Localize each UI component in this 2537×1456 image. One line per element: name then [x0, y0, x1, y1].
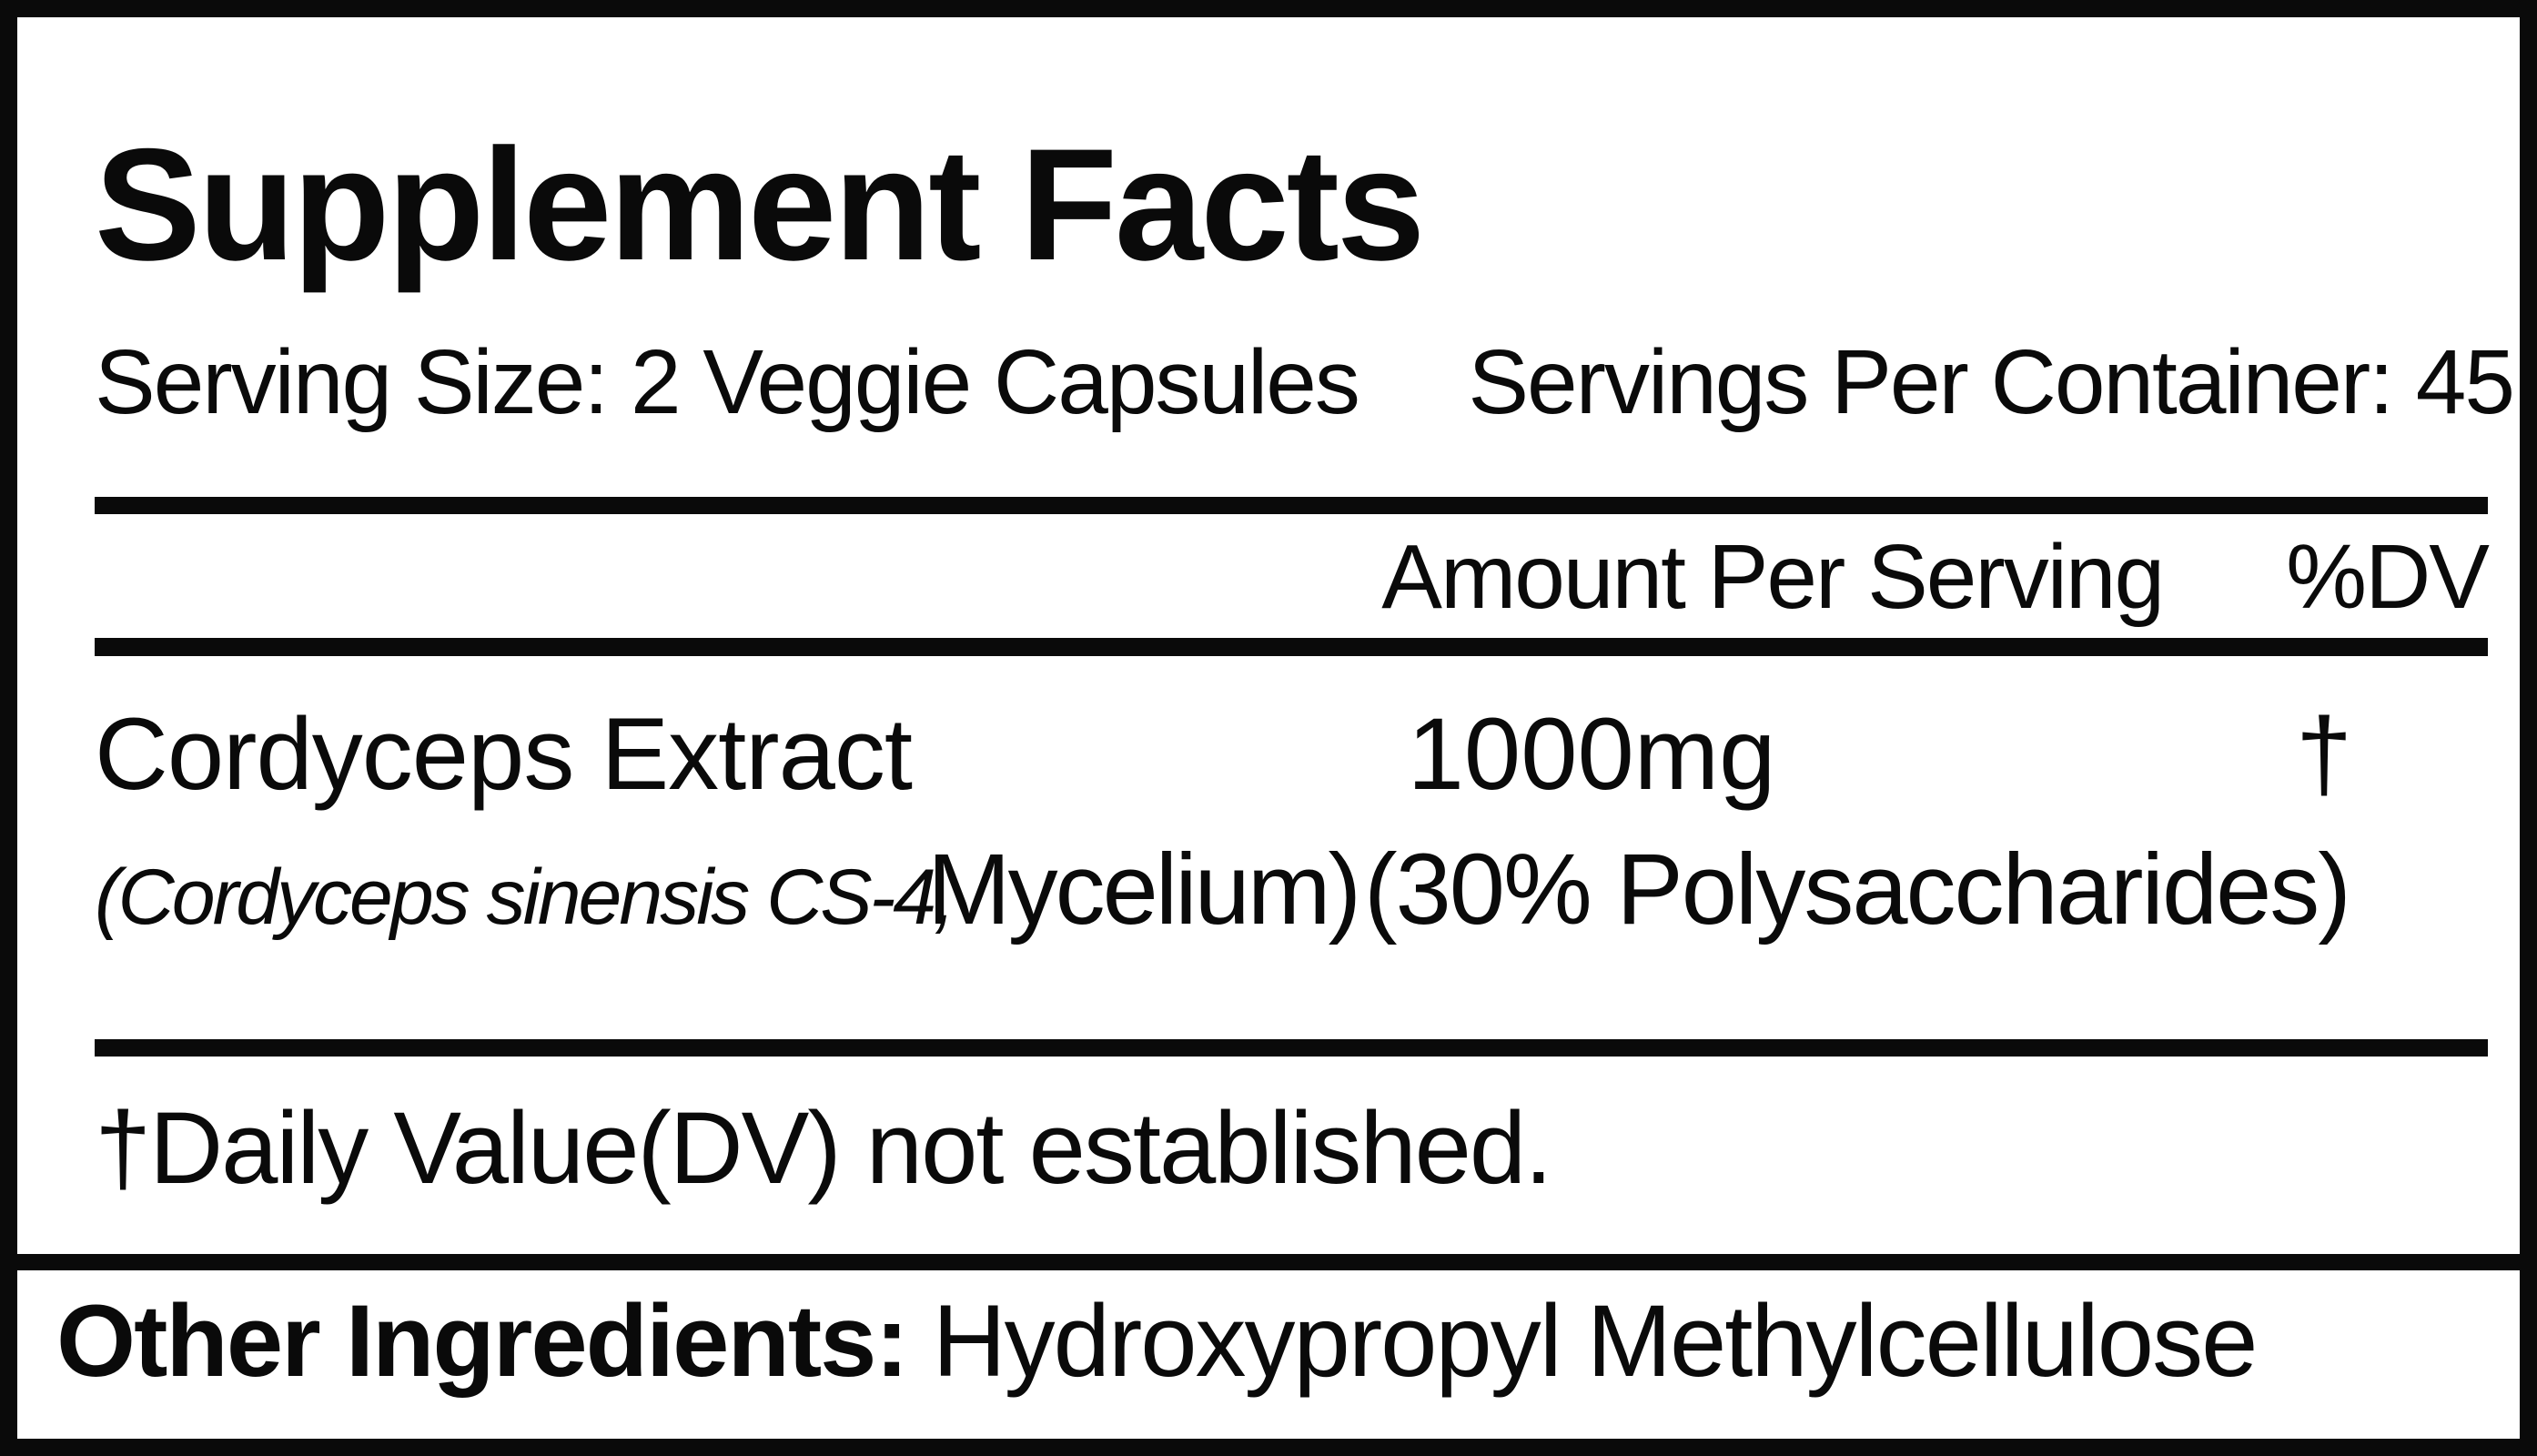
footer-separator-rule [17, 1254, 2520, 1270]
panel-title: Supplement Facts [95, 116, 1425, 294]
other-ingredients-row: Other Ingredients: Hydroxypropyl Methylce… [56, 1290, 2258, 1392]
ingredient-name: Cordyceps Extract [95, 697, 913, 811]
thick-rule-top [95, 497, 2488, 514]
servings-per-container-text: Servings Per Container: 45 [1468, 331, 2515, 433]
ingredient-part-text: Mycelium) [927, 834, 1361, 945]
ingredient-amount: 1000mg [1407, 697, 1776, 811]
amount-per-serving-header: Amount Per Serving [1381, 526, 2165, 628]
other-ingredients-value: Hydroxypropyl Methylcellulose [932, 1284, 2259, 1398]
serving-row: Serving Size: 2 Veggie Capsules Servings… [95, 331, 2515, 433]
percent-dv-header: %DV [2286, 526, 2490, 628]
serving-size-text: Serving Size: 2 Veggie Capsules [95, 331, 1360, 433]
other-ingredients-label: Other Ingredients: [56, 1284, 909, 1398]
ingredient-standardization-text: (30% Polysaccharides) [1364, 834, 2351, 945]
thick-rule-header-bottom [95, 638, 2488, 656]
thick-rule-row-bottom [95, 1039, 2488, 1057]
ingredient-dv-dagger: † [2295, 697, 2353, 811]
column-header-row: Amount Per Serving %DV [95, 526, 2490, 628]
daily-value-footnote: †Daily Value(DV) not established. [95, 1091, 1552, 1205]
ingredient-botanical-name: (Cordyceps sinensis CS-4, [95, 854, 955, 941]
